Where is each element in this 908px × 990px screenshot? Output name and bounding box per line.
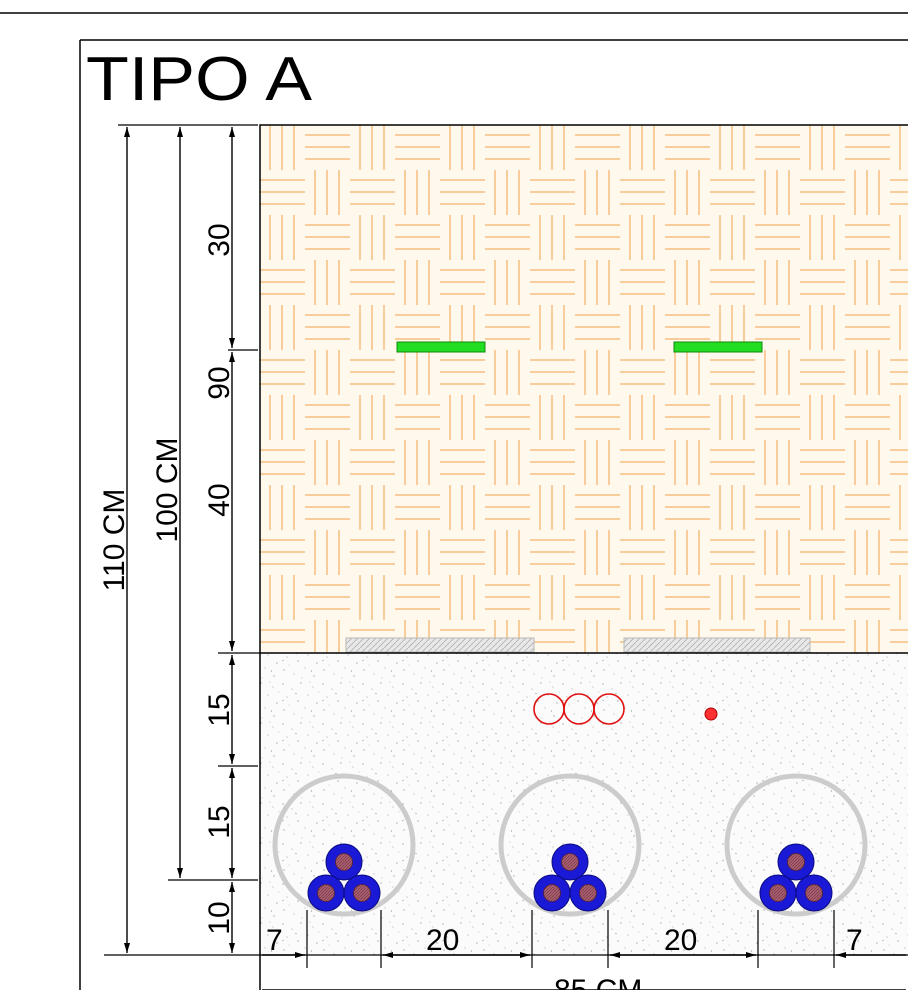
drawing-title: TIPO A xyxy=(86,45,313,114)
dim-label-layer-top: 30 xyxy=(203,223,236,256)
conduit-with-cables xyxy=(272,773,416,917)
green-warning-tape-icon xyxy=(673,341,763,353)
protection-strip-right xyxy=(623,637,811,653)
dim-label-layer-lower: 40 xyxy=(203,483,236,516)
dim-h-label-20-left: 20 xyxy=(426,924,459,957)
dim-h-label-7-right: 7 xyxy=(846,924,863,957)
grey-conduit-ring-icon xyxy=(272,773,416,917)
conduit-with-cables xyxy=(498,773,642,917)
blue-cable-trefoil-icon xyxy=(759,843,833,912)
dim-label-depth-to-pipe: 100 CM xyxy=(151,437,184,542)
blue-cable-trefoil-icon xyxy=(307,843,381,912)
cable-core xyxy=(335,853,353,871)
red-dot-icon xyxy=(704,707,718,721)
conduit-with-cables xyxy=(724,773,868,917)
grey-conduit-ring-icon xyxy=(724,773,868,917)
dim-label-concrete-bottom: 10 xyxy=(203,901,236,934)
cable-core xyxy=(579,884,597,902)
dim-label-total-depth: 110 CM xyxy=(98,489,131,592)
dim-label-layer-combined: 90 xyxy=(203,366,236,399)
grey-conduit-ring-icon xyxy=(498,773,642,917)
cable-core xyxy=(561,853,579,871)
protection-strip-left xyxy=(345,637,535,653)
cable-core xyxy=(769,884,787,902)
dim-h-label-20-right: 20 xyxy=(664,924,697,957)
dim-label-concrete-middle: 15 xyxy=(203,805,236,838)
sand-fill-layer xyxy=(260,125,908,653)
conduit-group xyxy=(272,773,868,917)
blue-cable-trefoil-icon xyxy=(533,843,607,912)
cable-core xyxy=(353,884,371,902)
dim-label-total-width: 85 CM xyxy=(554,974,642,990)
cable-core xyxy=(317,884,335,902)
cable-core xyxy=(805,884,823,902)
dim-h-label-7-left: 7 xyxy=(266,924,283,957)
trench-outline xyxy=(259,124,908,990)
cable-core xyxy=(543,884,561,902)
dim-label-concrete-upper: 15 xyxy=(203,693,236,726)
red-triple-pipe-icon xyxy=(533,693,625,725)
green-warning-tape-icon xyxy=(396,341,486,353)
cable-core xyxy=(787,853,805,871)
